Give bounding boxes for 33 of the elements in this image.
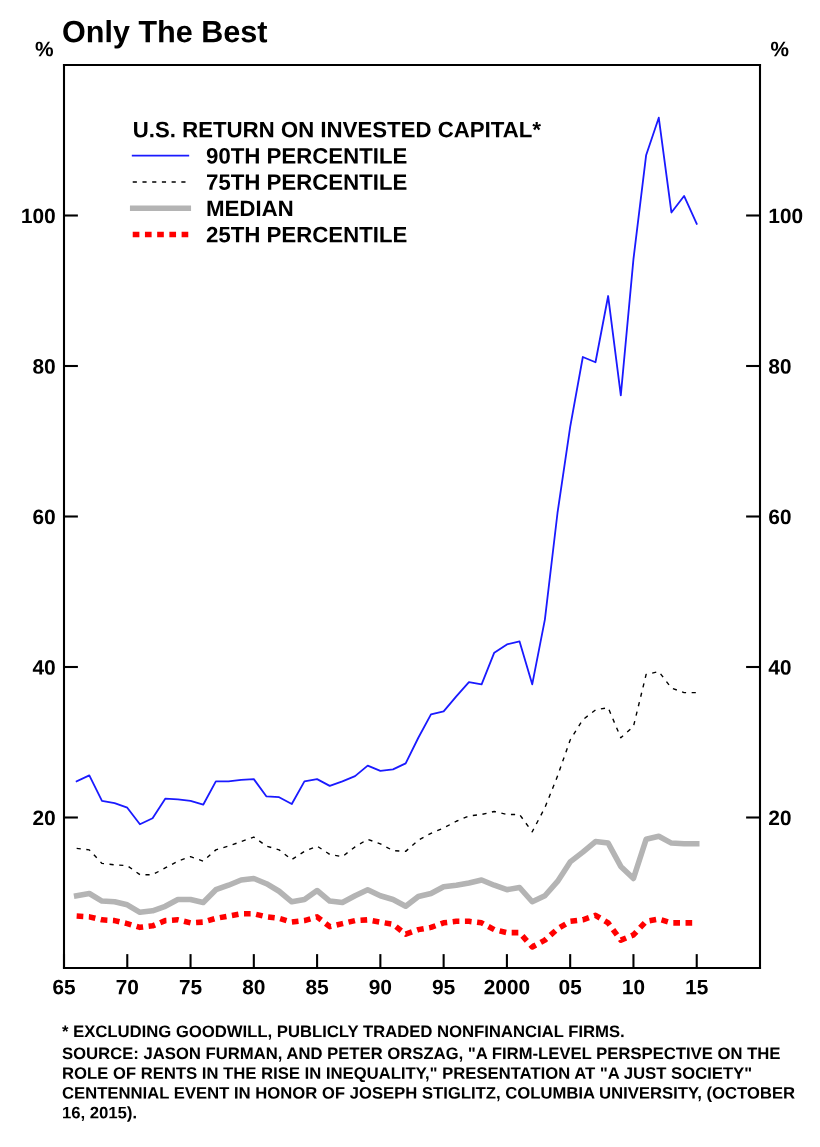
x-tick-label: 05 bbox=[559, 979, 582, 995]
x-tick-label: 15 bbox=[686, 979, 708, 995]
y-tick-label: 40 bbox=[32, 660, 55, 675]
x-tick-label: 80 bbox=[242, 979, 265, 995]
line-series bbox=[75, 116, 698, 826]
y2-tick-label: 20 bbox=[769, 810, 791, 826]
legend-label: MEDIAN bbox=[207, 200, 293, 217]
x-tick-label: 85 bbox=[306, 979, 329, 995]
source-note: SOURCE: JASON FURMAN, AND PETER ORSZAG, "A FIRM-LEVEL PERSPECTIVE ON THE ROLE OF RENTS IN THE RISE IN INEQUALITY," PRESENTATION AT "A JUST SOCIETY" CENTENNIAL EVENT IN HONOR OF JOSEPH STIGLITZ, COLUMBIA UNIVERSITY, (OCTOBER 16, 2015). bbox=[62, 1047, 795, 1122]
y-tick-label: 20 bbox=[33, 810, 55, 826]
y2-tick-label: 40 bbox=[768, 660, 791, 675]
y-tick-label: 80 bbox=[33, 359, 55, 374]
x-tick-label: 75 bbox=[179, 979, 202, 995]
y-tick-label: 60 bbox=[33, 509, 55, 525]
x-tick-label: 95 bbox=[432, 979, 455, 995]
x-tick-label: 70 bbox=[116, 979, 139, 995]
y2-tick-label: 60 bbox=[769, 509, 791, 525]
y2-tick-label: 100 bbox=[769, 208, 803, 224]
text: * EXCLUDING GOODWILL, PUBLICLY TRADED NONFINANCIAL FIRMS. bbox=[62, 1025, 624, 1040]
y-axis-title: % bbox=[35, 41, 54, 57]
x-tick-label: 2000 bbox=[484, 979, 530, 995]
x-tick-label: 90 bbox=[369, 979, 392, 995]
x-tick-label: 65 bbox=[53, 979, 76, 995]
y2-tick-label: 80 bbox=[768, 359, 791, 374]
legend-title: U.S. RETURN ON INVESTED CAPITAL* bbox=[134, 121, 541, 138]
y-tick-label: 100 bbox=[22, 208, 55, 224]
chart-title: Only The Best bbox=[63, 20, 268, 49]
y2-axis-title: % bbox=[770, 41, 789, 57]
line-series bbox=[75, 670, 698, 876]
legend-label: 75TH PERCENTILE bbox=[207, 174, 407, 190]
legend-label: 25TH PERCENTILE bbox=[206, 226, 407, 243]
x-tick-label: 10 bbox=[623, 979, 645, 995]
legend-label: 90TH PERCENTILE bbox=[206, 147, 407, 164]
